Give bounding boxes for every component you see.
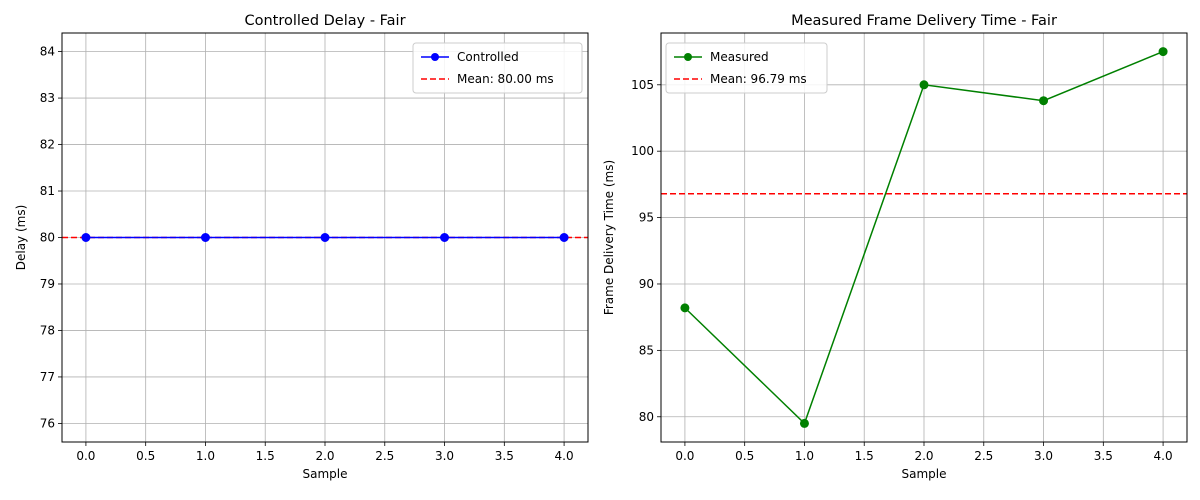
data-point bbox=[919, 80, 929, 90]
y-axis-label: Delay (ms) bbox=[14, 205, 28, 271]
x-tick-label: 1.5 bbox=[855, 449, 874, 463]
chart-controlled-delay: 0.0 0.5 1.0 1.5 2.0 2.5 3.0 3.5 4.0 76 77 78 79 80 81 8… bbox=[14, 13, 589, 481]
x-tick-label: 2.5 bbox=[375, 449, 394, 463]
x-tick-label: 2.0 bbox=[914, 449, 933, 463]
x-tick-label: 0.5 bbox=[136, 449, 155, 463]
x-tick-label: 3.5 bbox=[1094, 449, 1113, 463]
y-tick-label: 85 bbox=[639, 343, 654, 357]
y-tick-label: 105 bbox=[631, 78, 654, 92]
data-point bbox=[320, 233, 330, 242]
data-point bbox=[799, 418, 809, 428]
x-axis-label: Sample bbox=[902, 467, 947, 481]
data-point bbox=[440, 233, 450, 242]
y-tick-label: 78 bbox=[40, 323, 55, 337]
x-tick-label: 2.0 bbox=[315, 449, 334, 463]
legend-marker bbox=[431, 53, 439, 61]
x-tick-label: 3.5 bbox=[495, 449, 514, 463]
x-tick-label: 2.5 bbox=[974, 449, 993, 463]
legend-box bbox=[665, 42, 828, 94]
y-axis-label: Frame Delivery Time (ms) bbox=[602, 160, 616, 315]
y-tick-label: 83 bbox=[40, 91, 55, 105]
y-tick-label: 80 bbox=[40, 231, 55, 245]
y-tick-label: 90 bbox=[639, 277, 654, 291]
legend-label: Controlled bbox=[457, 50, 519, 64]
y-tick-label: 100 bbox=[631, 144, 654, 158]
x-tick-label: 0.0 bbox=[675, 449, 694, 463]
y-tick-label: 81 bbox=[40, 184, 55, 198]
x-tick-label: 3.0 bbox=[1034, 449, 1053, 463]
x-tick-label: 0.5 bbox=[735, 449, 754, 463]
x-tick-label: 4.0 bbox=[1154, 449, 1173, 463]
y-tick-label: 77 bbox=[40, 370, 55, 384]
data-point bbox=[1158, 47, 1168, 57]
y-tick-label: 79 bbox=[40, 277, 55, 291]
x-tick-label: 1.0 bbox=[196, 449, 215, 463]
legend-marker bbox=[684, 53, 692, 61]
x-tick-label: 1.0 bbox=[795, 449, 814, 463]
chart-title: Controlled Delay - Fair bbox=[244, 13, 405, 29]
legend-label: Mean: 96.79 ms bbox=[710, 72, 807, 86]
data-point bbox=[559, 233, 569, 242]
data-point bbox=[200, 233, 210, 242]
y-tick-label: 82 bbox=[40, 138, 55, 152]
x-tick-label: 0.0 bbox=[76, 449, 95, 463]
x-tick-label: 3.0 bbox=[435, 449, 454, 463]
legend: Measured Mean: 96.79 ms bbox=[665, 42, 828, 94]
y-tick-label: 84 bbox=[40, 45, 55, 59]
legend-label: Measured bbox=[710, 50, 769, 64]
data-point bbox=[81, 233, 91, 242]
y-tick-label: 76 bbox=[40, 416, 55, 430]
legend: Controlled Mean: 80.00 ms bbox=[412, 42, 583, 94]
x-tick-label: 1.5 bbox=[256, 449, 275, 463]
y-tick-label: 80 bbox=[639, 410, 654, 424]
x-tick-label: 4.0 bbox=[555, 449, 574, 463]
legend-box bbox=[412, 42, 583, 94]
y-tick-label: 95 bbox=[639, 211, 654, 225]
chart-measured-frame-delivery: 0.0 0.5 1.0 1.5 2.0 2.5 3.0 3.5 4.0 80 85 90 95 100 10… bbox=[602, 13, 1188, 481]
legend-label: Mean: 80.00 ms bbox=[457, 72, 554, 86]
chart-title: Measured Frame Delivery Time - Fair bbox=[791, 13, 1057, 29]
data-point bbox=[1039, 96, 1049, 106]
data-point bbox=[680, 303, 690, 313]
x-axis-label: Sample bbox=[303, 467, 348, 481]
